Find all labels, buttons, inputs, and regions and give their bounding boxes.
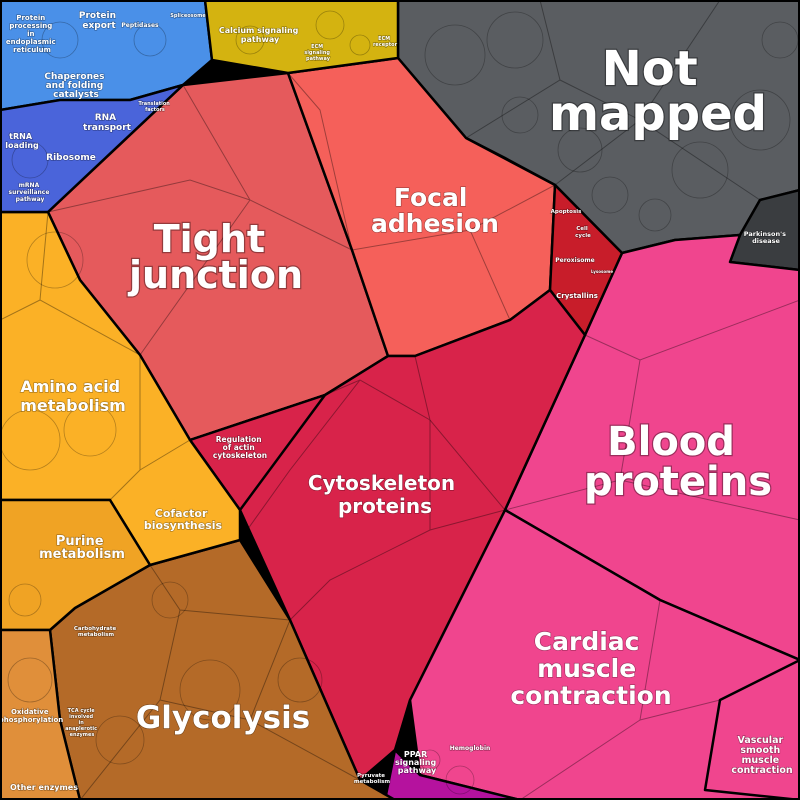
label-peptidases: Peptidases [121,22,159,29]
region-cardiac-muscle[interactable] [408,508,800,800]
label-purine: Purine metabolism [39,534,125,562]
label-protein-export: Protein export [79,11,119,31]
label-ribosome: Ribosome [46,153,96,163]
label-cell-cycle: Cell cycle [575,226,591,239]
label-crystallins: Crystallins [556,292,598,300]
label-glycolysis: Glycolysis [136,700,310,736]
label-cardiac-muscle: Cardiac muscle contraction [510,627,671,710]
label-ppar: PPAR signaling pathway [395,750,439,775]
label-ecm-signaling: ECM signaling pathway [304,44,332,62]
label-calcium-signaling: Calcium signaling pathway [219,26,301,44]
region-magenta-bottom[interactable] [383,748,522,800]
label-ecm-receptor: ECM receptor [373,36,398,48]
label-not-mapped: Not mapped [549,41,767,142]
label-apoptosis: Apoptosis [551,209,582,215]
label-tight-junction: Tight junction [127,217,303,297]
region-purine[interactable] [0,498,152,632]
label-mrna-surveillance: mRNA surveillance pathway [9,182,52,203]
label-oxidative: Oxidative phosphorylation [0,708,63,724]
label-trna-loading: tRNA loading [5,132,39,150]
label-lysosome: Lysosome [591,269,613,274]
label-hemoglobin: Hemoglobin [450,745,491,752]
label-pyruvate: Pyruvate metabolism [354,773,391,785]
label-regulation-actin: Regulation of actin cytoskeleton [213,435,267,460]
label-blood-proteins: Blood proteins [584,419,772,505]
label-cytoskeleton: Cytoskeleton proteins [308,471,462,518]
label-parkinsons: Parkinson's disease [744,230,788,245]
label-carbohydrate: Carbohydrate metabolism [74,626,118,638]
labels: Not mapped Tight junction Focal adhesion… [0,10,793,792]
label-vascular-smooth: Vascular smooth muscle contraction [731,735,793,776]
label-tca-cycle: TCA cycle involved in anaplerotic enzyme… [65,708,99,738]
region-calcium-signaling[interactable] [203,0,400,75]
region-oxidative[interactable] [0,628,82,800]
region-rna-ribosome[interactable] [0,83,185,214]
label-spliceosome: Spliceosome [170,13,206,19]
label-other-enzymes: Other enzymes [10,783,78,792]
label-rna-transport: RNA transport [83,113,132,133]
label-amino-acid: Amino acid metabolism [20,377,126,415]
label-protein-processing-er: Protein processing in endoplasmic reticu… [6,14,58,54]
bubble-texture [0,10,799,795]
label-chaperones: Chaperones and folding catalysts [44,72,107,100]
label-peroxisome: Peroxisome [555,257,595,264]
label-cofactor: Cofactor biosynthesis [144,507,223,532]
label-focal-adhesion: Focal adhesion [371,183,499,238]
label-translation-factors: Translation factors [138,101,171,113]
region-vascular-smooth[interactable] [703,658,800,800]
